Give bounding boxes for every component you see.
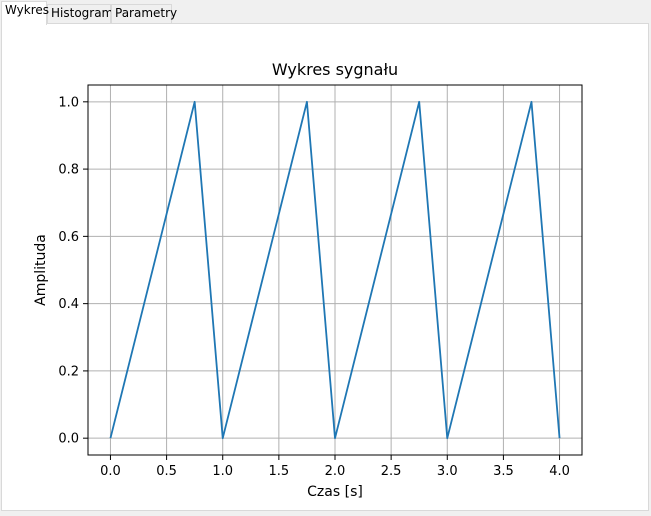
tab-panel-wykres: 0.0 0.5 1.0 1.5 2.0 2.5 3.0 3.5 4.0 0.0 0.2 0.4 0.6 0… [1,23,649,511]
tab-parametry[interactable]: Parametry [111,4,177,23]
x-tick-label: 0.0 [100,464,121,479]
tab-wykres[interactable]: Wykres [1,1,49,25]
chart-title: Wykres sygnału [272,60,398,79]
y-tick-label: 0.6 [58,230,79,245]
y-tick-label: 1.0 [58,95,79,110]
signal-chart: 0.0 0.5 1.0 1.5 2.0 2.5 3.0 3.5 4.0 0.0 0.2 0.4 0.6 0… [33,60,583,500]
y-tick-label: 0.8 [58,163,79,178]
y-tick-label: 0.0 [58,432,79,447]
x-tick-label: 2.5 [381,464,402,479]
x-tick-label: 0.5 [156,464,177,479]
x-tick-label: 3.5 [493,464,514,479]
series-line [109,100,561,440]
x-tick-label: 1.5 [269,464,290,479]
tab-histogram[interactable]: Histogram [47,4,113,23]
y-tick-label: 0.4 [58,297,79,312]
x-tick-label: 3.0 [437,464,458,479]
y-axis-label: Amplituda [33,234,49,306]
x-tick-label: 1.0 [212,464,233,479]
x-axis-label: Czas [s] [307,484,363,500]
tab-bar: Wykres Histogram Parametry [0,0,651,25]
chart-grid [88,85,582,455]
x-tick-label: 4.0 [549,464,570,479]
y-tick-label: 0.2 [58,364,79,379]
x-tick-label: 2.0 [325,464,346,479]
chart-ticks: 0.0 0.5 1.0 1.5 2.0 2.5 3.0 3.5 4.0 0.0 0.2 0.4 0.6 0… [58,95,570,479]
